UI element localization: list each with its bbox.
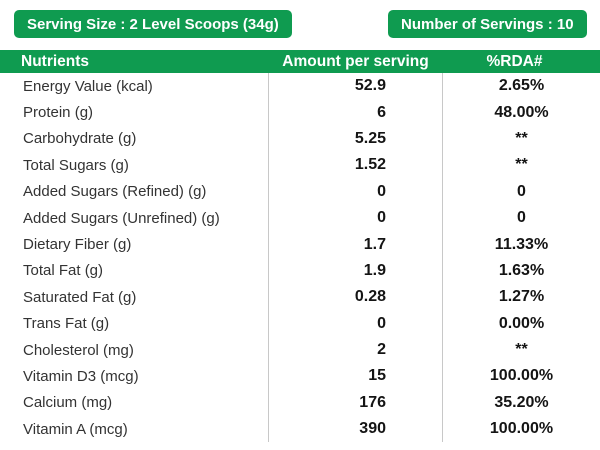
table-row: Vitamin A (mcg) 390 100.00%	[0, 416, 600, 443]
rda-value: 2.65%	[498, 77, 545, 95]
amount-value: 5.25	[268, 125, 443, 153]
table-row: Total Fat (g) 1.9 1.63%	[0, 257, 600, 285]
amount-value: 1.7	[268, 231, 443, 258]
amount-value: 390	[268, 416, 443, 443]
header-amount-per-serving: Amount per serving	[282, 52, 429, 70]
table-row: Cholesterol (mg) 2 **	[0, 336, 600, 364]
nutrient-name: Trans Fat (g)	[23, 315, 110, 333]
amount-value: 1.52	[268, 152, 443, 179]
nutrient-name: Dietary Fiber (g)	[23, 236, 132, 254]
rda-value: 0	[517, 209, 526, 227]
rda-value: 1.63%	[498, 261, 545, 279]
amount-value: 52.9	[268, 73, 443, 100]
number-of-servings-text: Number of Servings : 10	[401, 15, 574, 33]
table-row: Carbohydrate (g) 5.25 **	[0, 125, 600, 153]
table-row: Protein (g) 6 48.00%	[0, 99, 600, 126]
amount-value: 0	[268, 204, 443, 232]
table-row: Saturated Fat (g) 0.28 1.27%	[0, 284, 600, 311]
nutrient-name: Saturated Fat (g)	[23, 288, 137, 306]
nutrient-name: Added Sugars (Unrefined) (g)	[23, 209, 220, 227]
amount-value: 0.28	[268, 284, 443, 311]
nutrient-name: Vitamin D3 (mcg)	[23, 367, 139, 385]
table-row: Dietary Fiber (g) 1.7 11.33%	[0, 231, 600, 258]
number-of-servings-badge: Number of Servings : 10	[388, 10, 587, 38]
rda-value: 100.00%	[489, 420, 554, 438]
nutrient-name: Vitamin A (mcg)	[23, 420, 128, 438]
nutrient-name: Cholesterol (mg)	[23, 341, 134, 359]
nutrient-name: Energy Value (kcal)	[23, 77, 153, 95]
amount-value: 15	[268, 363, 443, 390]
serving-size-text: Serving Size : 2 Level Scoops (34g)	[27, 15, 279, 33]
serving-size-badge: Serving Size : 2 Level Scoops (34g)	[14, 10, 292, 38]
nutrient-name: Carbohydrate (g)	[23, 130, 137, 148]
rda-value: 11.33%	[494, 235, 549, 253]
amount-value: 2	[268, 336, 443, 364]
nutrient-name: Calcium (mg)	[23, 394, 113, 412]
table-row: Trans Fat (g) 0 0.00%	[0, 310, 600, 337]
amount-value: 176	[268, 389, 443, 417]
nutrient-name: Protein (g)	[23, 104, 94, 122]
table-row: Vitamin D3 (mcg) 15 100.00%	[0, 363, 600, 390]
table-row: Calcium (mg) 176 35.20%	[0, 389, 600, 417]
rda-value: 35.20%	[494, 393, 549, 411]
table-row: Added Sugars (Refined) (g) 0 0	[0, 178, 600, 205]
rda-value: 48.00%	[494, 103, 549, 121]
table-header-row: Nutrients Amount per serving %RDA#	[0, 50, 600, 73]
rda-value: **	[515, 156, 528, 174]
nutrient-name: Added Sugars (Refined) (g)	[23, 183, 207, 201]
header-rda: %RDA#	[486, 52, 543, 70]
header-nutrients: Nutrients	[21, 52, 90, 70]
amount-value: 0	[268, 178, 443, 205]
rda-value: 100.00%	[489, 367, 554, 385]
table-row: Total Sugars (g) 1.52 **	[0, 152, 600, 179]
nutrient-name: Total Sugars (g)	[23, 156, 129, 174]
rda-value: **	[515, 129, 528, 147]
rda-value: **	[515, 341, 528, 359]
nutrient-name: Total Fat (g)	[23, 262, 104, 280]
rda-value: 0	[517, 182, 526, 200]
amount-value: 6	[268, 99, 443, 126]
amount-value: 0	[268, 310, 443, 337]
table-row: Energy Value (kcal) 52.9 2.65%	[0, 73, 600, 100]
rda-value: 0.00%	[498, 314, 545, 332]
table-body: Energy Value (kcal) 52.9 2.65% Protein (…	[0, 73, 600, 443]
rda-value: 1.27%	[498, 288, 545, 306]
amount-value: 1.9	[268, 257, 443, 285]
table-row: Added Sugars (Unrefined) (g) 0 0	[0, 204, 600, 232]
